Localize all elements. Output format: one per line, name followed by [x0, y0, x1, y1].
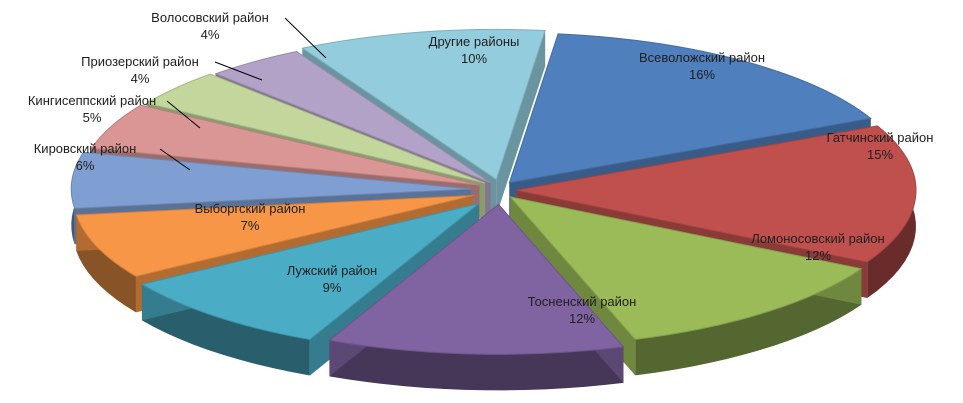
slice-label-value: 10% [461, 51, 487, 66]
pie-slice-top [508, 33, 872, 184]
slice-label-name: Кингисеппский район [28, 93, 156, 108]
slice-label-value: 5% [83, 110, 102, 125]
slice-label-name: Другие районы [429, 34, 520, 49]
slice-label-10: Волосовский район 4% [151, 10, 327, 59]
leader-line [214, 61, 263, 81]
slice-label-6: Выборгский район 7% [195, 201, 306, 233]
slice-label-name: Тосненский район [528, 294, 637, 309]
slice-label-1: Всеволожский район 16% [639, 50, 765, 82]
slice-label-name: Кировский район [34, 141, 137, 156]
slice-label-name: Волосовский район [151, 10, 269, 25]
slice-label-name: Лужский район [287, 263, 377, 278]
slice-label-name: Выборгский район [195, 201, 306, 216]
slice-label-value: 12% [569, 311, 595, 326]
pie-slice-top [90, 104, 480, 186]
slice-label-value: 7% [241, 218, 260, 233]
pie-slice-top [328, 203, 625, 355]
pie-slice-side-2 [496, 30, 546, 216]
slice-label-2: Гатчинский район 15% [827, 130, 934, 162]
pie-slice-top [301, 28, 546, 181]
pie-slice-4 [328, 203, 625, 391]
pie-slice-top [508, 196, 863, 340]
leader-line [166, 100, 201, 129]
slice-label-value: 4% [201, 27, 220, 42]
leader-line [284, 17, 327, 59]
slice-label-name: Ломоносовский район [751, 231, 884, 246]
pie-slice-top [70, 151, 472, 209]
leader-line [159, 148, 191, 171]
slice-label-7: Кировский район 6% [34, 141, 191, 173]
slice-label-value: 4% [131, 71, 150, 86]
slice-label-value: 15% [867, 147, 893, 162]
slice-label-value: 9% [323, 280, 342, 295]
slice-label-value: 16% [689, 67, 715, 82]
pie-slice-top [75, 195, 474, 277]
slice-label-4: Тосненский район 12% [528, 294, 637, 326]
slice-label-name: Всеволожский район [639, 50, 765, 65]
slice-label-9: Приозерский район 4% [81, 54, 263, 86]
slice-label-8: Кингисеппский район 5% [28, 93, 201, 129]
pie-slice-top [145, 73, 486, 184]
pie-slice-rim [635, 268, 862, 376]
slice-label-11: Другие районы 10% [429, 34, 520, 66]
slice-label-name: Приозерский район [81, 54, 199, 69]
pie-slice-rim [329, 340, 624, 391]
pie-slice-top [515, 125, 917, 263]
pie-slice-rim [76, 214, 136, 313]
slice-label-5: Лужский район 9% [287, 263, 377, 295]
pie-slice-top [214, 51, 491, 184]
slice-label-value: 12% [805, 248, 831, 263]
slice-label-value: 6% [76, 158, 95, 173]
slice-label-3: Ломоносовский район 12% [751, 231, 884, 263]
slice-label-name: Гатчинский район [827, 130, 934, 145]
pie-slice-top [140, 203, 480, 341]
